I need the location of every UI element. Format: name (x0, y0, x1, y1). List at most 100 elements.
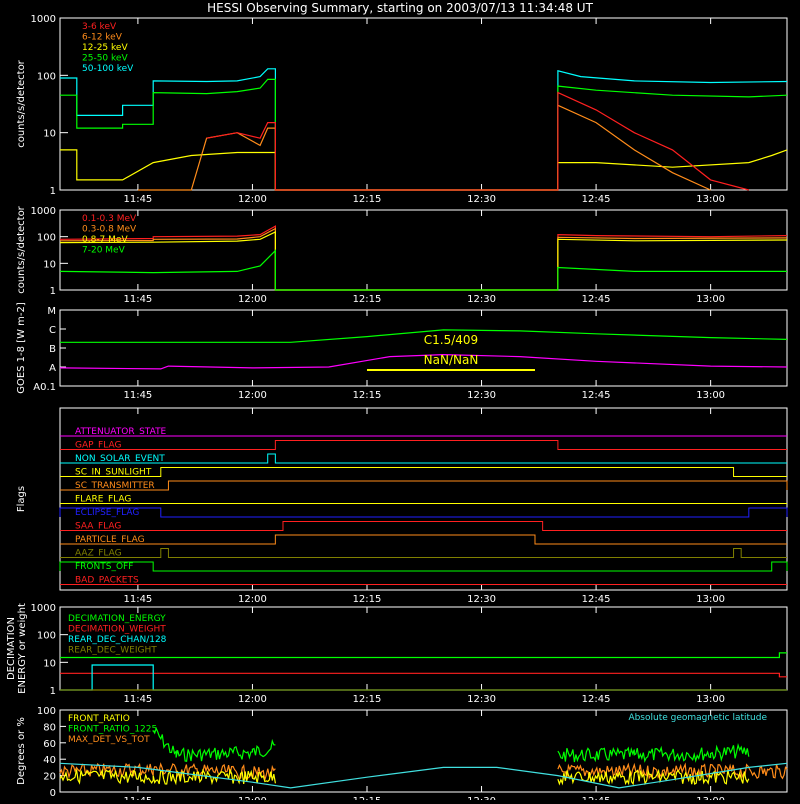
flag-label: SAA_FLAG (75, 522, 121, 532)
y-axis-rear: 1 10 100 1000 (31, 206, 68, 297)
x-tick-label: 12:30 (467, 194, 496, 205)
y-axis-label: GOES 1-8 [W m-2] (16, 302, 27, 394)
x-tick-label: 13:00 (696, 694, 725, 705)
x-tick-label: 12:45 (582, 294, 611, 305)
x-tick-label: 12:30 (467, 390, 496, 401)
panel-frame (59, 709, 788, 793)
y-tick-label: 1000 (31, 14, 56, 25)
y-tick-label: 100 (37, 706, 56, 717)
y-tick-label: 10 (43, 129, 56, 140)
flag-line (60, 548, 787, 558)
legend-entry: FRONT_RATIO (68, 714, 130, 724)
series-line (59, 353, 788, 370)
legend-entry: REAR_DEC_WEIGHT (68, 646, 157, 656)
y-tick-label: 1 (50, 286, 56, 297)
x-tick-label: 12:45 (582, 390, 611, 401)
panel-frame (59, 407, 788, 591)
flag-fronts-off: FRONTS_OFF (59, 561, 788, 572)
flag-label: AAZ_FLAG (75, 549, 122, 559)
legend-entry: 0.3-0.8 MeV (82, 225, 137, 235)
y-tick-label: 1 (50, 186, 56, 197)
flare-class-label: C1.5/409 (424, 333, 478, 347)
x-tick-label: 13:00 (696, 194, 725, 205)
flag-line (60, 440, 787, 450)
series-decimation-energy (60, 652, 787, 659)
y-tick-label: 80 (43, 722, 56, 733)
x-tick-label: 13:00 (696, 390, 725, 401)
series-front-ratio (59, 768, 750, 786)
x-tick-label: 11:45 (123, 694, 152, 705)
y-tick-label: 1 (50, 686, 56, 697)
series-line (59, 768, 276, 786)
x-tick-label: 12:00 (238, 796, 267, 800)
panel-rear: 11:45 12:00 12:15 12:30 12:45 13:00 1 10 100 1000… (16, 205, 788, 305)
series-line (60, 329, 788, 343)
y-tick-label: 20 (43, 772, 56, 783)
x-tick-label: 11:45 (123, 594, 152, 605)
y-tick-label: 10 (43, 658, 56, 669)
y-tick-label: 100 (37, 233, 56, 244)
panel-decimation: 11:45 12:00 12:15 12:30 12:45 13:00 1 10 100 1000… (6, 603, 788, 705)
series-line (206, 91, 749, 191)
y-tick-label: 100 (37, 71, 56, 82)
y-axis-label: counts/s/detector (16, 59, 27, 147)
x-tick-label: 12:15 (353, 390, 382, 401)
legend-entry: DECIMATION_WEIGHT (68, 625, 166, 635)
x-tick-label: 12:15 (353, 294, 382, 305)
flag-sc-transmitter: SC_TRANSMITTER (60, 480, 788, 491)
y-axis-label: Degrees or % (16, 717, 27, 785)
x-tick-label: 12:15 (353, 796, 382, 800)
series-goes-0-5-4 (59, 353, 788, 370)
legend-entry: 0.8-7 MeV (82, 235, 128, 245)
flag-label: ATTENUATOR_STATE (75, 427, 167, 437)
chart-title: HESSI Observing Summary, starting on 200… (207, 1, 593, 15)
legend-entry: 25-50 keV (82, 54, 128, 64)
x-tick-label: 12:15 (353, 594, 382, 605)
flag-line (60, 534, 787, 545)
flag-line (59, 561, 788, 572)
x-tick-label: 12:45 (582, 594, 611, 605)
panel-flags: 11:45 12:00 12:15 12:30 12:45 13:00 Flags ATTEN… (16, 407, 788, 605)
y-axis-label: counts/s/detector (16, 205, 27, 293)
legend-entry: DECIMATION_ENERGY (68, 614, 166, 624)
flag-saa-flag: SAA_FLAG (60, 521, 787, 532)
flag-label: ECLIPSE_FLAG (75, 508, 139, 518)
series-line (59, 762, 788, 789)
y-axis-label: Flags (16, 486, 27, 512)
x-tick-label: 12:15 (353, 194, 382, 205)
flag-gap-flag: GAP_FLAG (60, 440, 787, 451)
x-tick-label: 12:00 (238, 194, 267, 205)
x-tick-label: 11:45 (123, 194, 152, 205)
y-tick-label: 60 (43, 739, 56, 750)
y-tick-label: 1000 (31, 603, 56, 614)
flare-position-label: NaN/NaN (424, 353, 479, 367)
y-tick-label: 0 (50, 788, 56, 799)
series-line (152, 726, 276, 763)
x-tick-label: 11:45 (123, 796, 152, 800)
flag-line (60, 453, 787, 464)
flag-line (59, 507, 788, 518)
series-goes-1-8 (60, 329, 788, 343)
x-tick-label: 12:00 (238, 694, 267, 705)
flag-label: SC_TRANSMITTER (75, 481, 155, 491)
y-axis-label: DECIMATION (6, 617, 17, 680)
series-front-ratio-1225 (152, 726, 750, 763)
flag-label: FRONTS_OFF (75, 562, 133, 572)
x-tick-label: 12:30 (467, 694, 496, 705)
flag-line (60, 521, 787, 531)
goes-annotations: C1.5/409 NaN/NaN (366, 333, 535, 371)
flag-attenuator-state: ATTENUATOR_STATE (60, 427, 787, 437)
flag-flare-flag: FLARE_FLAG (60, 495, 787, 505)
flag-label: NON_SOLAR_EVENT (75, 454, 165, 464)
x-tick-label: 12:30 (467, 796, 496, 800)
series-3-6-kev (206, 91, 749, 191)
flag-particle-flag: PARTICLE_FLAG (60, 534, 787, 545)
flag-label: GAP_FLAG (75, 441, 121, 451)
series-line (60, 652, 787, 659)
y-axis-decimation: 1 10 100 1000 (31, 603, 68, 697)
series-0-3-0-8-mev (59, 227, 788, 291)
series-7-20-mev (59, 249, 787, 291)
y-tick-label: A (49, 363, 56, 374)
